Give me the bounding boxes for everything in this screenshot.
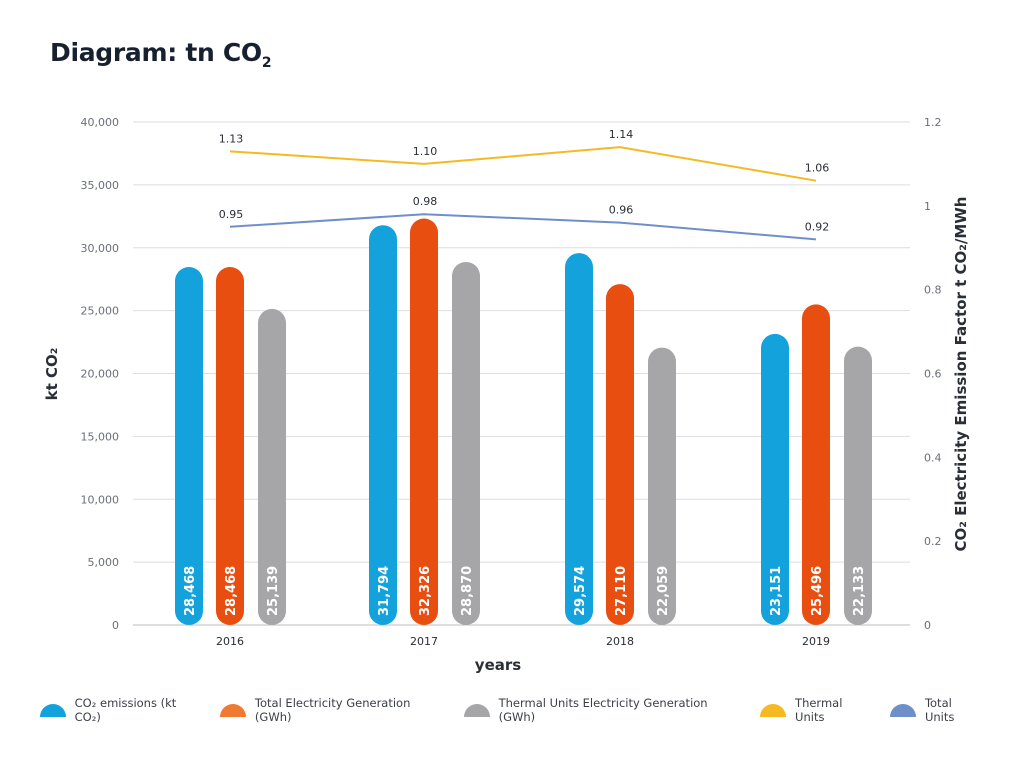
chart-legend: CO₂ emissions (kt CO₂) Total Electricity …	[40, 696, 1000, 724]
legend-swatch	[220, 703, 246, 717]
y2-tick-label: 0.2	[924, 535, 942, 548]
bar	[565, 253, 593, 626]
legend-label: CO₂ emissions (kt CO₂)	[74, 696, 177, 724]
line-point-label: 0.92	[805, 220, 830, 233]
line-point-label: 0.95	[219, 208, 244, 221]
bar	[452, 261, 480, 625]
y-tick-label: 10,000	[81, 493, 120, 506]
legend-item: Total Units	[890, 696, 984, 724]
y-tick-label: 30,000	[81, 242, 120, 255]
bar	[216, 267, 244, 625]
line-point-label: 0.98	[413, 195, 438, 208]
y-tick-label: 40,000	[81, 116, 120, 129]
bar-value-label: 28,468	[183, 566, 198, 616]
bar-value-label: 23,151	[769, 566, 784, 616]
bar	[761, 333, 789, 625]
legend-swatch	[463, 703, 490, 717]
y2-tick-label: 0	[924, 619, 931, 632]
legend-label: Total Units	[924, 696, 955, 724]
bar-value-label: 25,496	[810, 566, 825, 616]
y2-tick-label: 1	[924, 200, 931, 213]
x-tick-label: 2019	[802, 635, 830, 648]
legend-item: Thermal Units Electricity Generation (GW…	[463, 696, 745, 724]
y2-tick-label: 0.8	[924, 284, 942, 297]
y-tick-label: 5,000	[88, 556, 120, 569]
line-point-label: 1.13	[219, 132, 244, 145]
line-point-label: 1.06	[805, 162, 830, 175]
legend-item: Total Electricity Generation (GWh)	[220, 696, 448, 724]
bar-value-label: 22,059	[656, 566, 671, 616]
y2-tick-label: 1.2	[924, 116, 942, 129]
legend-swatch	[890, 703, 916, 717]
y-tick-label: 20,000	[81, 368, 120, 381]
legend-swatch	[40, 703, 66, 717]
bar-value-label: 25,139	[266, 566, 281, 616]
bar	[369, 225, 397, 626]
page-title: Diagram: tn CO2	[50, 38, 272, 71]
bar	[844, 346, 872, 625]
legend-swatch	[760, 703, 787, 717]
y2-tick-label: 0.4	[924, 451, 942, 464]
y2-axis-title: CO₂ Electricity Emission Factor t CO₂/MW…	[952, 197, 970, 552]
bar	[648, 347, 676, 625]
legend-label: Thermal Units Electricity Generation (GW…	[498, 696, 708, 724]
line-point-label: 0.96	[609, 204, 634, 217]
legend-item: Thermal Units	[760, 696, 874, 724]
y-tick-label: 25,000	[81, 305, 120, 318]
y-tick-label: 35,000	[81, 179, 120, 192]
y-axis-title: kt CO₂	[43, 348, 61, 401]
bar	[606, 284, 634, 625]
legend-label: Thermal Units	[795, 696, 843, 724]
bar	[175, 267, 203, 625]
x-axis-title: years	[475, 656, 521, 674]
series-line	[229, 213, 817, 241]
bar-value-label: 28,870	[460, 566, 475, 616]
bar	[258, 308, 286, 625]
x-tick-label: 2017	[410, 635, 438, 648]
bar-value-label: 29,574	[573, 566, 588, 616]
legend-label: Total Electricity Generation (GWh)	[254, 696, 411, 724]
y-tick-label: 0	[112, 619, 119, 632]
bar	[410, 218, 438, 625]
series-line	[229, 146, 817, 182]
bar-value-label: 31,794	[377, 566, 392, 616]
bar-value-label: 32,326	[418, 566, 433, 616]
line-point-label: 1.10	[413, 145, 438, 158]
bar-value-label: 22,133	[852, 566, 867, 616]
bar-value-label: 27,110	[614, 566, 629, 616]
line-point-label: 1.14	[609, 128, 634, 141]
bar-value-label: 28,468	[224, 566, 239, 616]
x-tick-label: 2016	[216, 635, 244, 648]
bar	[802, 304, 830, 625]
y2-tick-label: 0.6	[924, 368, 942, 381]
legend-item: CO₂ emissions (kt CO₂)	[40, 696, 204, 724]
y-tick-label: 15,000	[81, 430, 120, 443]
x-tick-label: 2018	[606, 635, 634, 648]
